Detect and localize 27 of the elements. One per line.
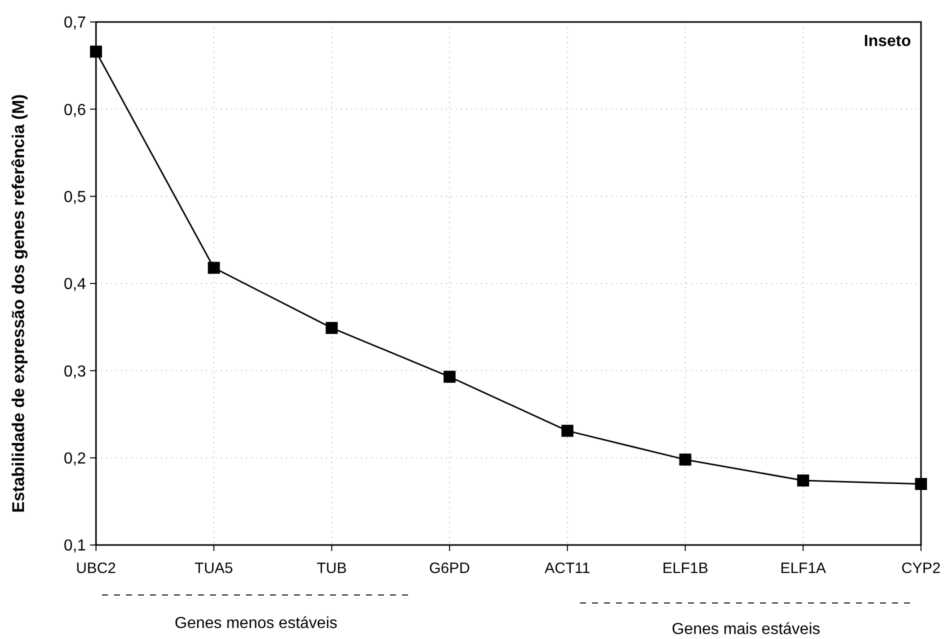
- point: [326, 322, 338, 334]
- x-tick-label: ELF1B: [662, 560, 708, 577]
- point: [208, 262, 220, 274]
- y-tick-label: 0,1: [64, 538, 86, 555]
- point: [561, 424, 574, 437]
- x-tick-label: UBC2: [76, 560, 116, 577]
- y-tick-label: 0,5: [64, 188, 86, 206]
- point: [444, 370, 456, 383]
- point: [915, 478, 927, 490]
- y-tick-label: 0,2: [64, 450, 86, 468]
- y-tick-label: 0,3: [64, 363, 86, 380]
- point: [90, 46, 102, 58]
- y-tick-label: 0,4: [64, 276, 86, 294]
- y-tick-label: 0,7: [64, 14, 86, 32]
- y-axis-title: Estabilidade de expressão dos genes referência (M): [9, 94, 28, 513]
- x-tick-label: TUB: [316, 560, 347, 577]
- x-tick-label: G6PD: [429, 560, 470, 577]
- text: Genes menos estáveis: [174, 615, 338, 632]
- x-tick-label: CYP2: [901, 560, 941, 577]
- point: [679, 454, 692, 466]
- x-tick-label: ACT11: [544, 560, 590, 577]
- text: Genes mais estáveis: [672, 621, 820, 638]
- point: [797, 474, 810, 486]
- y-tick-label: 0,6: [64, 102, 86, 119]
- x-tick-label: TUA5: [194, 560, 234, 577]
- x-tick-label: ELF1A: [780, 560, 826, 577]
- text: Inseto: [864, 33, 912, 50]
